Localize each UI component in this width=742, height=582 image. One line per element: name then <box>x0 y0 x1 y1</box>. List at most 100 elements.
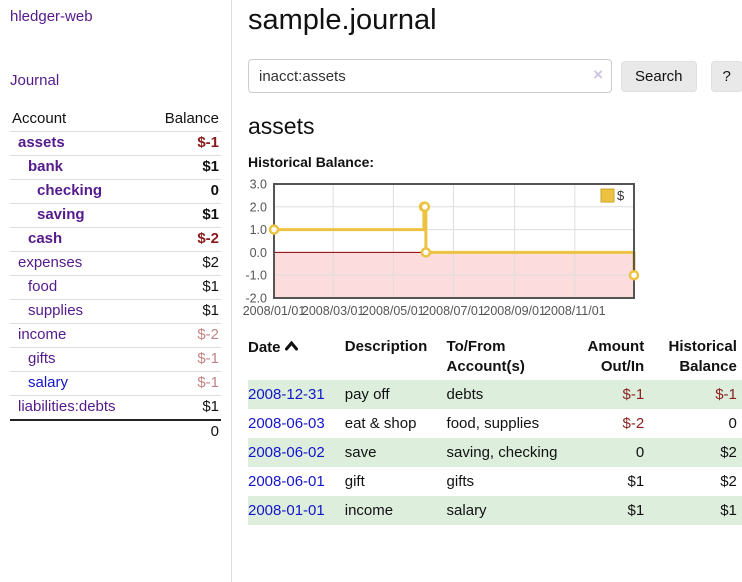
account-balance: $1 <box>202 398 219 415</box>
account-link-checking[interactable]: checking <box>37 182 103 199</box>
account-balance: $1 <box>202 206 219 223</box>
account-row: expenses $2 <box>10 251 221 276</box>
transaction-row[interactable]: 2008-06-01 gift gifts $1 $2 <box>248 467 742 496</box>
account-link-gifts[interactable]: gifts <box>28 350 56 367</box>
transaction-date-link[interactable]: 2008-12-31 <box>248 386 325 403</box>
account-balance: 0 <box>210 182 219 199</box>
account-link-income[interactable]: income <box>18 326 67 343</box>
col-header-balance: Historical Balance <box>668 338 737 375</box>
svg-text:2.0: 2.0 <box>250 200 267 214</box>
brand: hledger-web <box>10 8 221 25</box>
account-row: supplies $1 <box>10 299 221 324</box>
search-button[interactable]: Search <box>621 60 697 92</box>
page-title: sample.journal <box>248 4 437 36</box>
account-row: bank $1 <box>10 155 221 180</box>
transaction-date-link[interactable]: 2008-06-01 <box>248 473 325 490</box>
svg-text:0.0: 0.0 <box>250 246 267 260</box>
account-link-assets[interactable]: assets <box>18 134 65 151</box>
transaction-description: income <box>344 502 394 519</box>
transaction-amount: 0 <box>635 444 645 461</box>
account-row: assets $-1 <box>10 131 221 156</box>
accounts-table: Account Balance assets $-1 bank $1 check… <box>10 108 221 444</box>
sidebar: hledger-web Journal Account Balance asse… <box>0 0 232 582</box>
transaction-row[interactable]: 2008-06-02 save saving, checking 0 $2 <box>248 438 742 467</box>
account-link-liabilities-debts[interactable]: liabilities:debts <box>18 398 116 415</box>
transaction-balance: $-1 <box>715 386 737 403</box>
account-row: salary $-1 <box>10 371 221 396</box>
search-input-wrap: × <box>248 59 612 93</box>
svg-text:1.0: 1.0 <box>250 223 267 237</box>
transaction-amount: $-2 <box>622 415 645 432</box>
nav-journal: Journal <box>10 72 221 89</box>
transaction-row[interactable]: 2008-06-03 eat & shop food, supplies $-2… <box>248 409 742 438</box>
col-header-date[interactable]: Date <box>248 334 345 380</box>
transaction-balance: $2 <box>720 444 737 461</box>
svg-text:2008/03/01: 2008/03/01 <box>302 304 365 318</box>
transaction-description: save <box>344 444 377 461</box>
accounts-total: 0 <box>210 423 219 440</box>
account-balance: $1 <box>202 158 219 175</box>
transaction-accounts: food, supplies <box>446 415 540 432</box>
svg-text:-2.0: -2.0 <box>245 292 267 306</box>
account-balance: $1 <box>202 302 219 319</box>
account-row: cash $-2 <box>10 227 221 252</box>
svg-text:2008/05/01: 2008/05/01 <box>362 304 425 318</box>
transaction-date-link[interactable]: 2008-06-03 <box>248 415 325 432</box>
account-link-expenses[interactable]: expenses <box>18 254 83 271</box>
account-link-cash[interactable]: cash <box>28 230 63 247</box>
transaction-row[interactable]: 2008-01-01 income salary $1 $1 <box>248 496 742 525</box>
search-help-button[interactable]: ? <box>710 60 742 92</box>
transaction-amount: $1 <box>627 502 645 519</box>
account-balance: $2 <box>202 254 219 271</box>
journal-link[interactable]: Journal <box>10 72 60 89</box>
transaction-accounts: gifts <box>446 473 475 490</box>
transaction-amount: $-1 <box>622 386 645 403</box>
transaction-accounts: saving, checking <box>446 444 558 461</box>
transaction-balance: $1 <box>720 502 737 519</box>
svg-text:2008/09/01: 2008/09/01 <box>483 304 546 318</box>
chart-box: $3.0 2.0 1.0 0.0 -1.0 -2.0 2008/01/01 2008/03/0… <box>243 178 742 320</box>
account-row: gifts $-1 <box>10 347 221 372</box>
transaction-description: pay off <box>344 386 390 403</box>
transaction-balance: $2 <box>720 473 737 490</box>
search-input[interactable] <box>248 59 612 93</box>
account-link-saving[interactable]: saving <box>37 206 85 223</box>
main-content: sample.journal × Search ? assets Histori… <box>232 0 742 582</box>
svg-text:-1.0: -1.0 <box>245 269 267 283</box>
transaction-accounts: debts <box>446 386 484 403</box>
svg-text:3.0: 3.0 <box>250 178 267 192</box>
account-row: liabilities:debts $1 <box>10 395 221 421</box>
account-heading: assets <box>248 113 315 139</box>
account-link-salary[interactable]: salary <box>28 374 69 391</box>
accounts-total-row: 0 <box>10 420 221 444</box>
account-balance: $-1 <box>197 350 219 367</box>
transaction-accounts: salary <box>446 502 487 519</box>
accounts-header-balance: Balance <box>164 110 219 127</box>
svg-text:$: $ <box>617 188 625 203</box>
svg-text:2008/01/01: 2008/01/01 <box>243 304 306 318</box>
account-link-food[interactable]: food <box>28 278 58 295</box>
col-header-amount: Amount Out/In <box>587 338 645 375</box>
col-header-description: Description <box>344 338 428 355</box>
account-row: food $1 <box>10 275 221 300</box>
transaction-amount: $1 <box>627 473 645 490</box>
transaction-date-link[interactable]: 2008-01-01 <box>248 502 325 519</box>
account-row: saving $1 <box>10 203 221 228</box>
transaction-date-link[interactable]: 2008-06-02 <box>248 444 325 461</box>
account-balance: $-2 <box>197 230 219 247</box>
search-bar: × Search ? <box>248 59 742 93</box>
transaction-row[interactable]: 2008-12-31 pay off debts $-1 $-1 <box>248 380 742 409</box>
account-row: checking 0 <box>10 179 221 204</box>
account-link-bank[interactable]: bank <box>28 158 64 175</box>
account-balance: $1 <box>202 278 219 295</box>
account-link-supplies[interactable]: supplies <box>28 302 84 319</box>
sort-ascending-icon[interactable] <box>284 337 298 357</box>
transactions-header-row: Date Description To/From Account(s) Amoun… <box>248 334 742 380</box>
chart-label: Historical Balance: <box>248 154 375 170</box>
svg-text:2008/11/01: 2008/11/01 <box>544 304 606 318</box>
accounts-header-account: Account <box>12 110 67 127</box>
transaction-description: eat & shop <box>344 415 417 432</box>
clear-search-icon[interactable]: × <box>593 65 603 84</box>
brand-link[interactable]: hledger-web <box>10 8 93 25</box>
transactions-table: Date Description To/From Account(s) Amoun… <box>248 334 742 525</box>
